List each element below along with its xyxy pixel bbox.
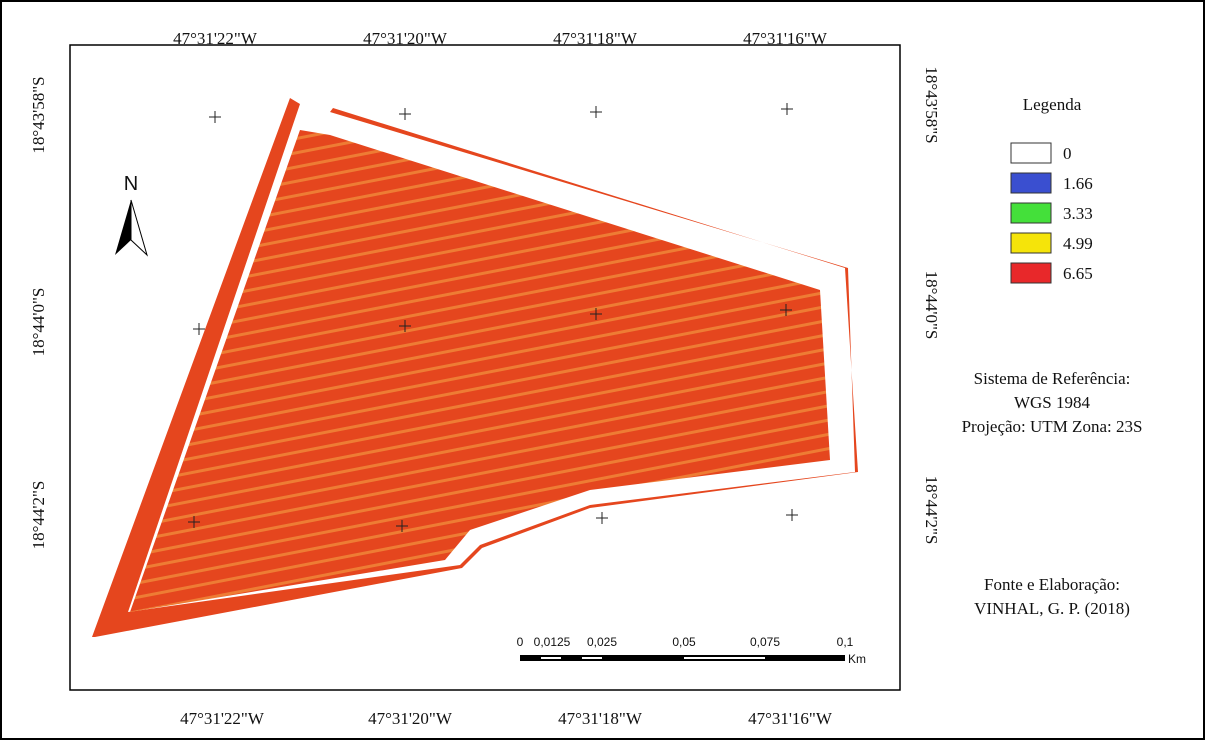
bottom-longitude-label: 47°31'18"W: [558, 709, 643, 728]
legend-swatch: [1010, 232, 1052, 254]
top-longitude-label: 47°31'16"W: [743, 29, 828, 48]
legend-label: 6.65: [1063, 264, 1093, 283]
bottom-longitude-label: 47°31'16"W: [748, 709, 833, 728]
legend-label: 3.33: [1063, 204, 1093, 223]
source-text: Fonte e Elaboração:: [984, 575, 1120, 594]
reference-text: Projeção: UTM Zona: 23S: [962, 417, 1143, 436]
top-longitude-label: 47°31'18"W: [553, 29, 638, 48]
legend-title: Legenda: [1023, 95, 1082, 114]
scale-bar: [520, 655, 845, 661]
right-latitude-label: 18°44'2"S: [922, 476, 941, 545]
bottom-longitude-label: 47°31'22"W: [180, 709, 265, 728]
legend-swatch: [1010, 202, 1052, 224]
right-latitude-label: 18°43'58"S: [922, 66, 941, 143]
north-label: N: [124, 173, 138, 195]
legend-label: 4.99: [1063, 234, 1093, 253]
scale-bar: [582, 657, 602, 659]
legend-label: 0: [1063, 144, 1072, 163]
scale-label: 0,025: [587, 635, 617, 649]
right-latitude-label: 18°44'0"S: [922, 271, 941, 340]
legend-swatch: [1010, 172, 1052, 194]
top-longitude-label: 47°31'22"W: [173, 29, 258, 48]
legend-swatch: [1010, 142, 1052, 164]
scale-label: 0,05: [672, 635, 696, 649]
reference-text: Sistema de Referência:: [974, 369, 1131, 388]
scale-label: 0,075: [750, 635, 780, 649]
field: [130, 130, 830, 612]
legend-label: 1.66: [1063, 174, 1093, 193]
legend-swatch: [1010, 262, 1052, 284]
scale-bar: [541, 657, 561, 659]
left-latitude-label: 18°44'0"S: [29, 288, 48, 357]
bottom-longitude-label: 47°31'20"W: [368, 709, 453, 728]
scale-bar: [684, 657, 765, 659]
scale-label: 0: [517, 635, 524, 649]
left-latitude-label: 18°44'2"S: [29, 481, 48, 550]
scale-label: 0,1: [837, 635, 854, 649]
scale-label: 0,0125: [534, 635, 571, 649]
scale-unit: Km: [848, 652, 866, 666]
source-text: VINHAL, G. P. (2018): [974, 599, 1130, 618]
north-arrow: [115, 199, 148, 257]
reference-text: WGS 1984: [1014, 393, 1091, 412]
graticule-crosses: [188, 103, 798, 532]
top-longitude-label: 47°31'20"W: [363, 29, 448, 48]
left-latitude-label: 18°43'58"S: [29, 76, 48, 153]
